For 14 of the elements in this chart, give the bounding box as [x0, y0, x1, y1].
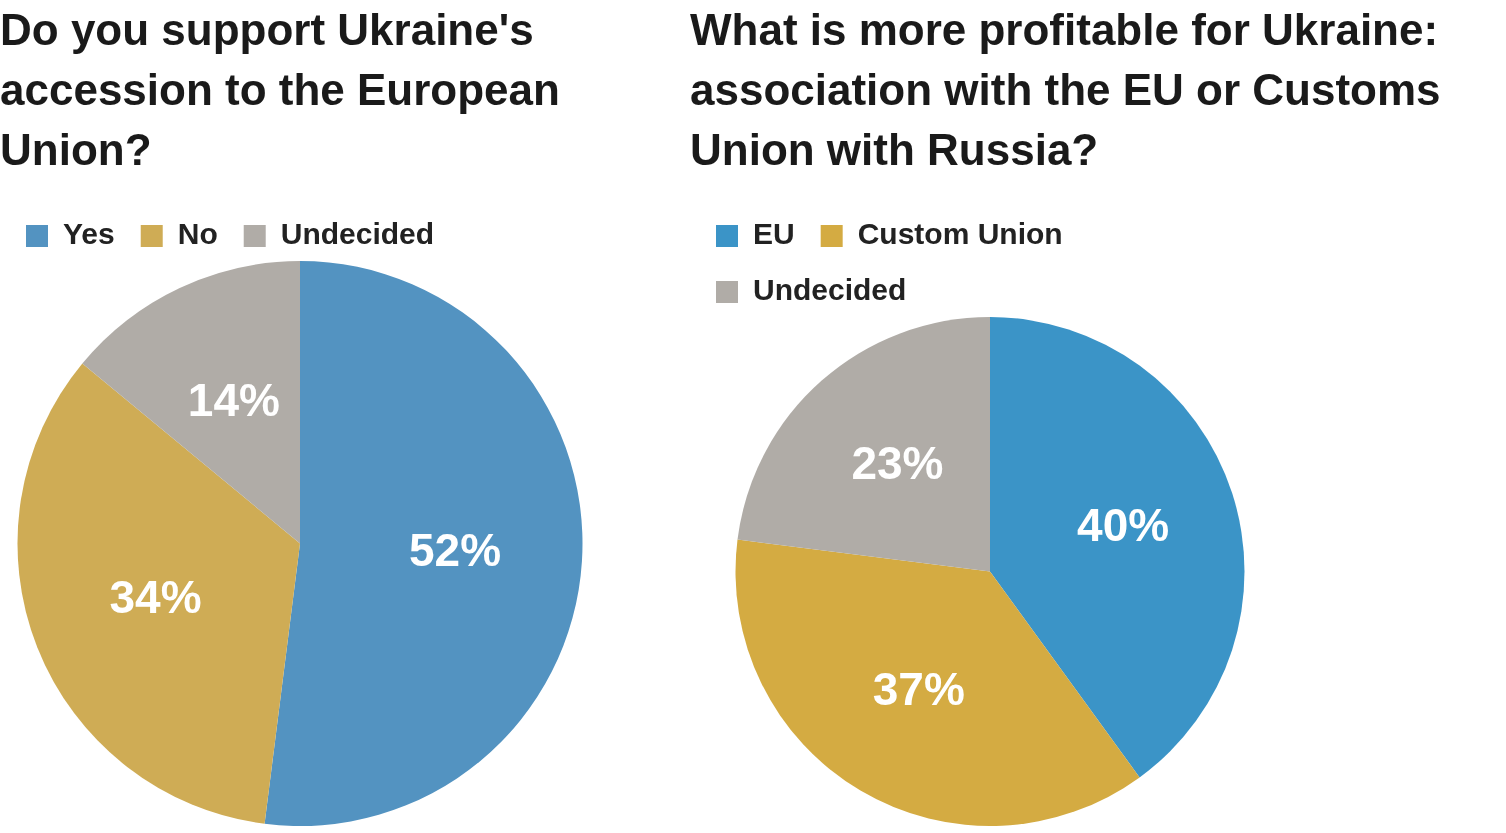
data-label: 52%: [409, 523, 502, 576]
data-label: 37%: [872, 662, 965, 715]
data-label: 40%: [1077, 498, 1170, 551]
chart-title: What is more profitable for Ukraine: association with the EU or Customs Union with Russia?: [690, 4, 1442, 175]
data-label: 34%: [109, 571, 202, 624]
data-label: 14%: [187, 373, 280, 426]
legend-label: Undecided: [280, 217, 435, 251]
data-label: 23%: [851, 437, 944, 490]
legend-label: Custom Union: [857, 217, 1063, 251]
legend-label: Undecided: [753, 273, 907, 307]
legend-label: EU: [753, 217, 795, 251]
chart-title: Do you support Ukraine's accession to the European Union?: [0, 4, 561, 175]
legend-label: Yes: [63, 217, 115, 251]
legend-label: No: [177, 217, 218, 251]
